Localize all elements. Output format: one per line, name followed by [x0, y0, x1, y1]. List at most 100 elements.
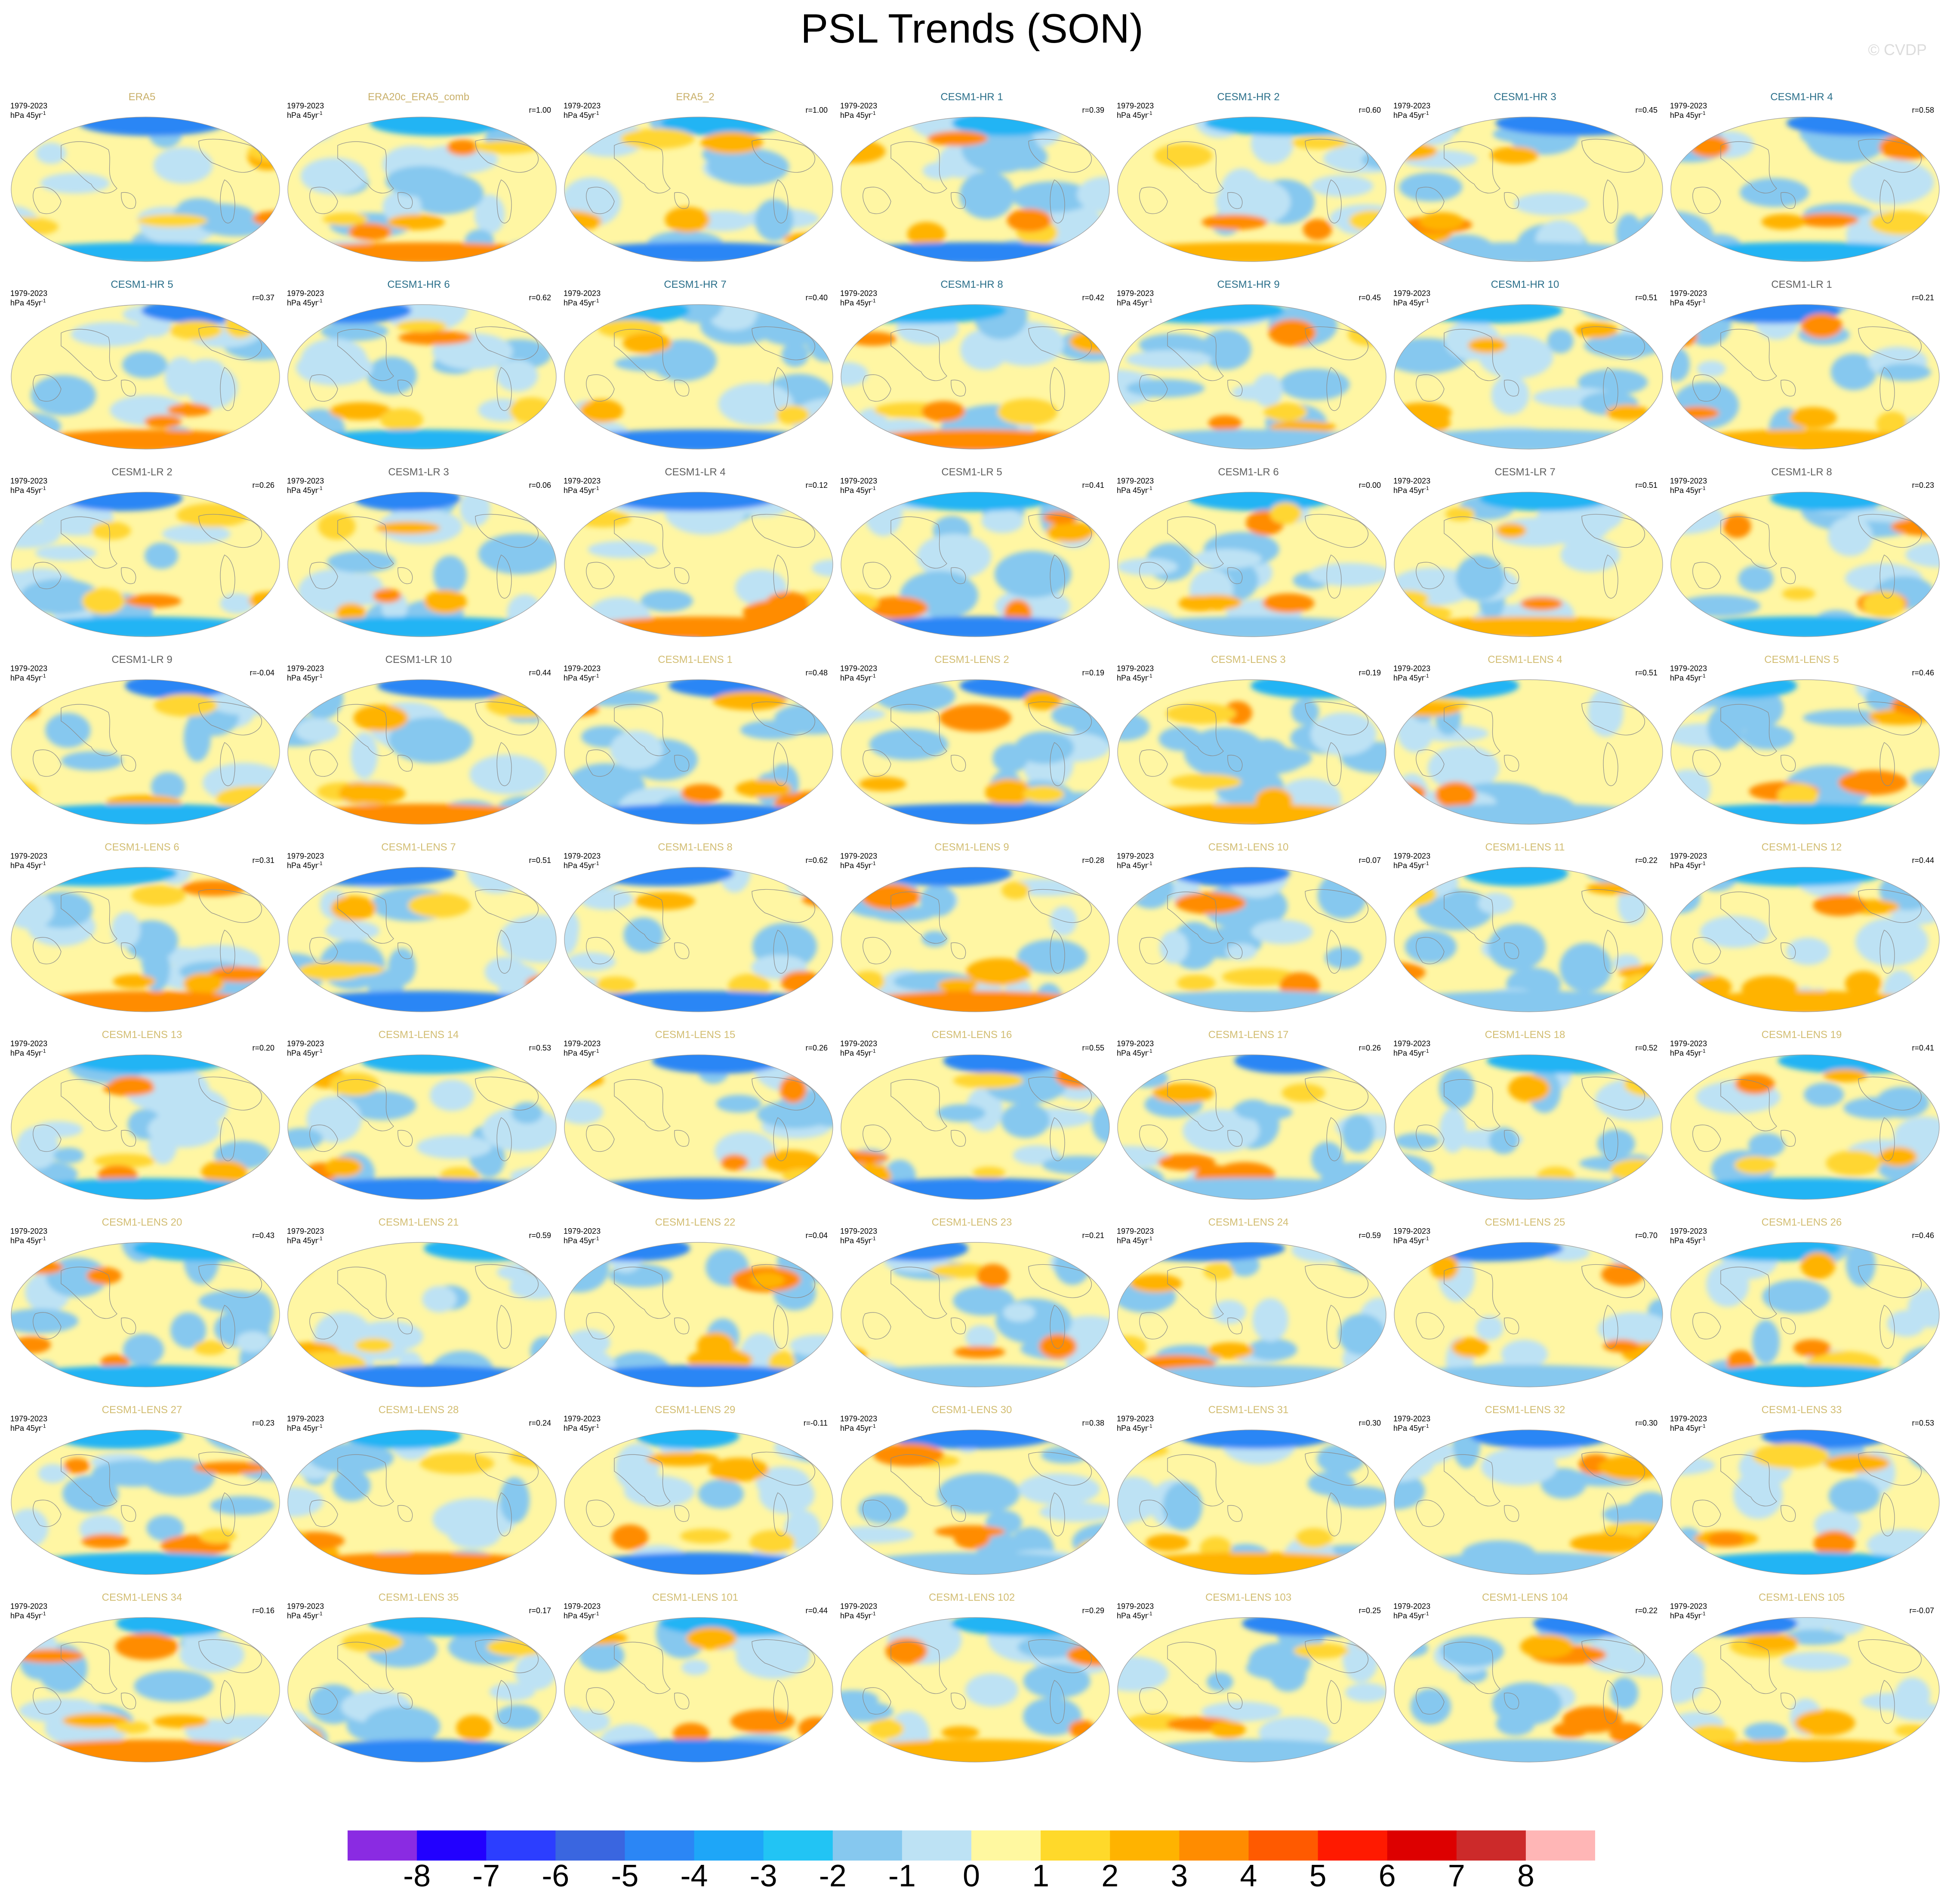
field-blob	[1219, 746, 1305, 775]
field-blob	[11, 1309, 79, 1334]
field-blob	[122, 351, 168, 378]
panel-title: CESM1-LR 1	[1771, 279, 1832, 290]
coastline	[220, 742, 235, 786]
map-outline	[841, 679, 1110, 825]
coastline	[1167, 891, 1224, 944]
panel-period: 1979-2023	[287, 1602, 324, 1611]
field-blob	[201, 1160, 248, 1183]
coastline	[475, 701, 539, 736]
panel-correlation: r=0.17	[529, 1606, 551, 1615]
panel-title: CESM1-LENS 32	[1485, 1404, 1565, 1416]
panel-units-exponent: -1	[1148, 673, 1152, 679]
map-panel: CESM1-LENS 31 1979-2023 hPa 45yr-1 r=0.30	[1110, 1403, 1387, 1584]
field-blob	[1855, 917, 1929, 966]
coastline	[1720, 1079, 1777, 1131]
panel-period: 1979-2023	[1393, 1602, 1431, 1611]
field-blob	[1813, 1530, 1855, 1556]
panel-period: 1979-2023	[1670, 477, 1707, 485]
coastline	[951, 567, 966, 584]
map-field	[11, 492, 280, 637]
field-blob	[1845, 1242, 1876, 1286]
panel-units-text: hPa 45yr	[564, 674, 595, 682]
panel-title: CESM1-LENS 105	[1758, 1592, 1845, 1603]
panel-units-exponent: -1	[1148, 1048, 1152, 1054]
panel-correlation: r=-0.07	[1909, 1606, 1934, 1615]
coastline	[1581, 326, 1645, 360]
field-blob	[1744, 1722, 1787, 1742]
map-outline	[1117, 867, 1386, 1012]
panel-units: hPa 45yr-1	[1670, 110, 1706, 120]
panel-title: CESM1-LR 5	[941, 466, 1002, 478]
field-blob	[1671, 347, 1690, 382]
field-blob	[1145, 1534, 1189, 1551]
panel-title: ERA5	[128, 91, 156, 103]
panel-period: 1979-2023	[564, 477, 601, 485]
coastline	[337, 1079, 394, 1131]
coastline	[773, 179, 789, 224]
field-blob	[681, 1659, 709, 1676]
field-blob	[16, 1126, 59, 1169]
field-blob	[564, 1177, 603, 1199]
coastline	[198, 514, 262, 548]
map-panel: CESM1-HR 4 1979-2023 hPa 45yr-1 r=0.58	[1663, 90, 1940, 271]
coastline	[1139, 1312, 1168, 1340]
field-blob	[332, 963, 384, 976]
map-panel: ERA5_2 1979-2023 hPa 45yr-1 r=1.00	[557, 90, 834, 271]
coastline	[1028, 1076, 1092, 1111]
panel-units-text: hPa 45yr	[1393, 674, 1425, 682]
map-outline	[11, 117, 280, 262]
map-outline	[1394, 492, 1663, 637]
field-blob	[1640, 1163, 1663, 1184]
field-blob	[939, 704, 1012, 732]
map-panel: CESM1-HR 10 1979-2023 hPa 45yr-1 r=0.51	[1386, 278, 1664, 459]
colorbar-tick-label: -6	[542, 1859, 570, 1893]
panel-units: hPa 45yr-1	[287, 673, 323, 683]
panel-title: CESM1-LENS 23	[931, 1217, 1012, 1228]
panel-period: 1979-2023	[1117, 1039, 1154, 1048]
field-blob	[1291, 136, 1348, 149]
coastline	[121, 379, 136, 397]
panel-title: CESM1-LR 6	[1218, 466, 1279, 478]
coastline	[1781, 192, 1796, 209]
panel-title: CESM1-LENS 27	[102, 1404, 182, 1416]
panel-correlation: r=0.30	[1359, 1419, 1381, 1427]
field-blob	[1007, 208, 1052, 232]
field-blob	[610, 730, 663, 770]
field-blob	[330, 1072, 379, 1096]
coastline	[61, 141, 117, 194]
map-panel: CESM1-LENS 33 1979-2023 hPa 45yr-1 r=0.53	[1663, 1403, 1940, 1584]
field-blob	[1560, 538, 1621, 572]
colorbar-tick-label: -5	[611, 1859, 639, 1893]
map-field	[287, 1430, 557, 1575]
map-panel: CESM1-HR 5 1979-2023 hPa 45yr-1 r=0.37	[3, 278, 280, 459]
panel-correlation: r=0.58	[1912, 106, 1934, 114]
coastline	[1050, 1305, 1065, 1349]
field-blob	[318, 513, 356, 540]
coastline	[1879, 1117, 1895, 1162]
panel-units-text: hPa 45yr	[840, 486, 872, 495]
field-blob	[329, 402, 392, 420]
map-field	[1394, 1054, 1663, 1200]
colorbar-swatch	[902, 1830, 972, 1861]
field-blob	[863, 429, 1088, 449]
coastline	[496, 1305, 512, 1349]
field-blob	[496, 1704, 541, 1730]
field-blob	[1476, 1316, 1503, 1340]
panel-title: CESM1-LENS 6	[105, 841, 179, 853]
coastline	[752, 701, 815, 736]
field-blob	[588, 541, 658, 558]
field-blob	[1616, 214, 1642, 252]
field-blob	[13, 804, 278, 824]
panel-units: hPa 45yr-1	[1670, 860, 1706, 870]
coastline	[1692, 187, 1721, 214]
panel-title: CESM1-HR 4	[1770, 91, 1833, 103]
field-blob	[306, 1096, 362, 1143]
field-blob	[1903, 1560, 1939, 1574]
field-blob	[199, 1528, 237, 1544]
map-outline	[1117, 1054, 1386, 1200]
panel-period: 1979-2023	[287, 477, 324, 485]
field-blob	[566, 1329, 610, 1356]
map-field	[11, 1430, 280, 1575]
panel-correlation: r=0.30	[1635, 1419, 1657, 1427]
field-blob	[1118, 370, 1158, 406]
